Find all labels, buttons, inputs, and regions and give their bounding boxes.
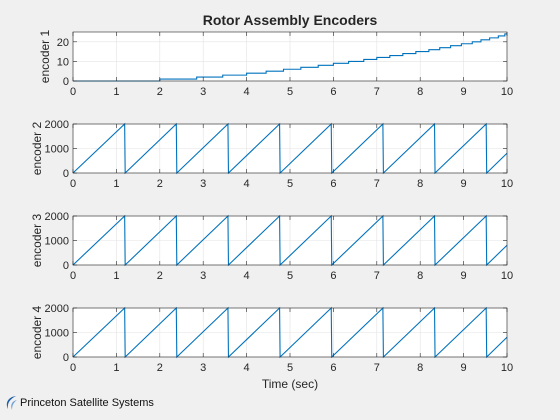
x-tick-label: 10: [501, 362, 513, 374]
x-tick-label: 2: [157, 362, 163, 374]
x-tick-label: 6: [330, 362, 336, 374]
x-tick-label: 5: [287, 270, 293, 282]
chart-title: Rotor Assembly Encoders: [203, 12, 378, 28]
x-tick-label: 9: [461, 362, 467, 374]
encoder-panel-1: 0 1 2 3 4 5 6 7 8 9 10 0 10 20 encoder 1: [38, 29, 513, 98]
x-tick-label: 7: [374, 178, 380, 190]
x-tick-label: 4: [244, 86, 250, 98]
company-logo: Princeton Satellite Systems: [4, 392, 154, 414]
x-tick-label: 7: [374, 270, 380, 282]
x-tick-label: 0: [70, 270, 76, 282]
x-tick-label: 8: [417, 270, 423, 282]
y-tick-label: 2000: [45, 303, 69, 315]
encoder-3-series-line: [72, 214, 508, 267]
x-tick-label: 9: [461, 178, 467, 190]
y-axis-label: encoder 2: [30, 121, 44, 175]
x-tick-label: 5: [287, 362, 293, 374]
y-tick-label: 0: [63, 352, 69, 364]
y-axis-label: encoder 4: [30, 305, 44, 359]
x-tick-label: 8: [417, 178, 423, 190]
x-tick-label: 0: [70, 178, 76, 190]
x-tick-label: 6: [330, 86, 336, 98]
encoder-4-series-line: [72, 306, 508, 359]
y-tick-label: 2000: [45, 211, 69, 223]
x-tick-label: 8: [417, 86, 423, 98]
x-tick-label: 4: [244, 178, 250, 190]
encoder-2-series-line: [72, 122, 508, 175]
x-tick-label: 4: [244, 362, 250, 374]
y-tick-label: 0: [63, 168, 69, 180]
x-tick-label: 2: [157, 86, 163, 98]
x-tick-label: 3: [200, 86, 206, 98]
y-axis-label: encoder 3: [30, 213, 44, 267]
x-tick-label: 10: [501, 86, 513, 98]
x-tick-label: 1: [113, 86, 119, 98]
x-tick-label: 9: [461, 86, 467, 98]
x-tick-label: 10: [501, 270, 513, 282]
x-tick-label: 5: [287, 86, 293, 98]
logo-text: Princeton Satellite Systems: [20, 397, 154, 409]
x-tick-label: 1: [113, 178, 119, 190]
encoder-1-series-line: [73, 33, 507, 82]
x-tick-label: 2: [157, 178, 163, 190]
y-tick-label: 0: [63, 260, 69, 272]
y-tick-label: 10: [57, 56, 69, 68]
x-tick-label: 6: [330, 178, 336, 190]
x-tick-label: 9: [461, 270, 467, 282]
y-tick-label: 0: [63, 76, 69, 88]
y-tick-label: 20: [57, 37, 69, 49]
x-tick-label: 3: [200, 362, 206, 374]
y-tick-label: 2000: [45, 119, 69, 131]
x-tick-label: 0: [70, 86, 76, 98]
x-tick-label: 1: [113, 270, 119, 282]
psslogo-swoosh-icon: [6, 396, 17, 410]
x-tick-label: 3: [200, 270, 206, 282]
y-axis-label: encoder 1: [38, 29, 52, 83]
x-tick-label: 7: [374, 86, 380, 98]
x-tick-label: 4: [244, 270, 250, 282]
y-tick-label: 1000: [45, 236, 69, 248]
y-tick-label: 1000: [45, 328, 69, 340]
x-tick-label: 3: [200, 178, 206, 190]
x-tick-label: 8: [417, 362, 423, 374]
x-tick-label: 5: [287, 178, 293, 190]
x-tick-label: 0: [70, 362, 76, 374]
y-tick-label: 1000: [45, 144, 69, 156]
x-tick-label: 1: [113, 362, 119, 374]
x-tick-label: 2: [157, 270, 163, 282]
x-tick-label: 6: [330, 270, 336, 282]
x-axis-label: Time (sec): [262, 377, 318, 391]
x-tick-label: 10: [501, 178, 513, 190]
x-tick-label: 7: [374, 362, 380, 374]
